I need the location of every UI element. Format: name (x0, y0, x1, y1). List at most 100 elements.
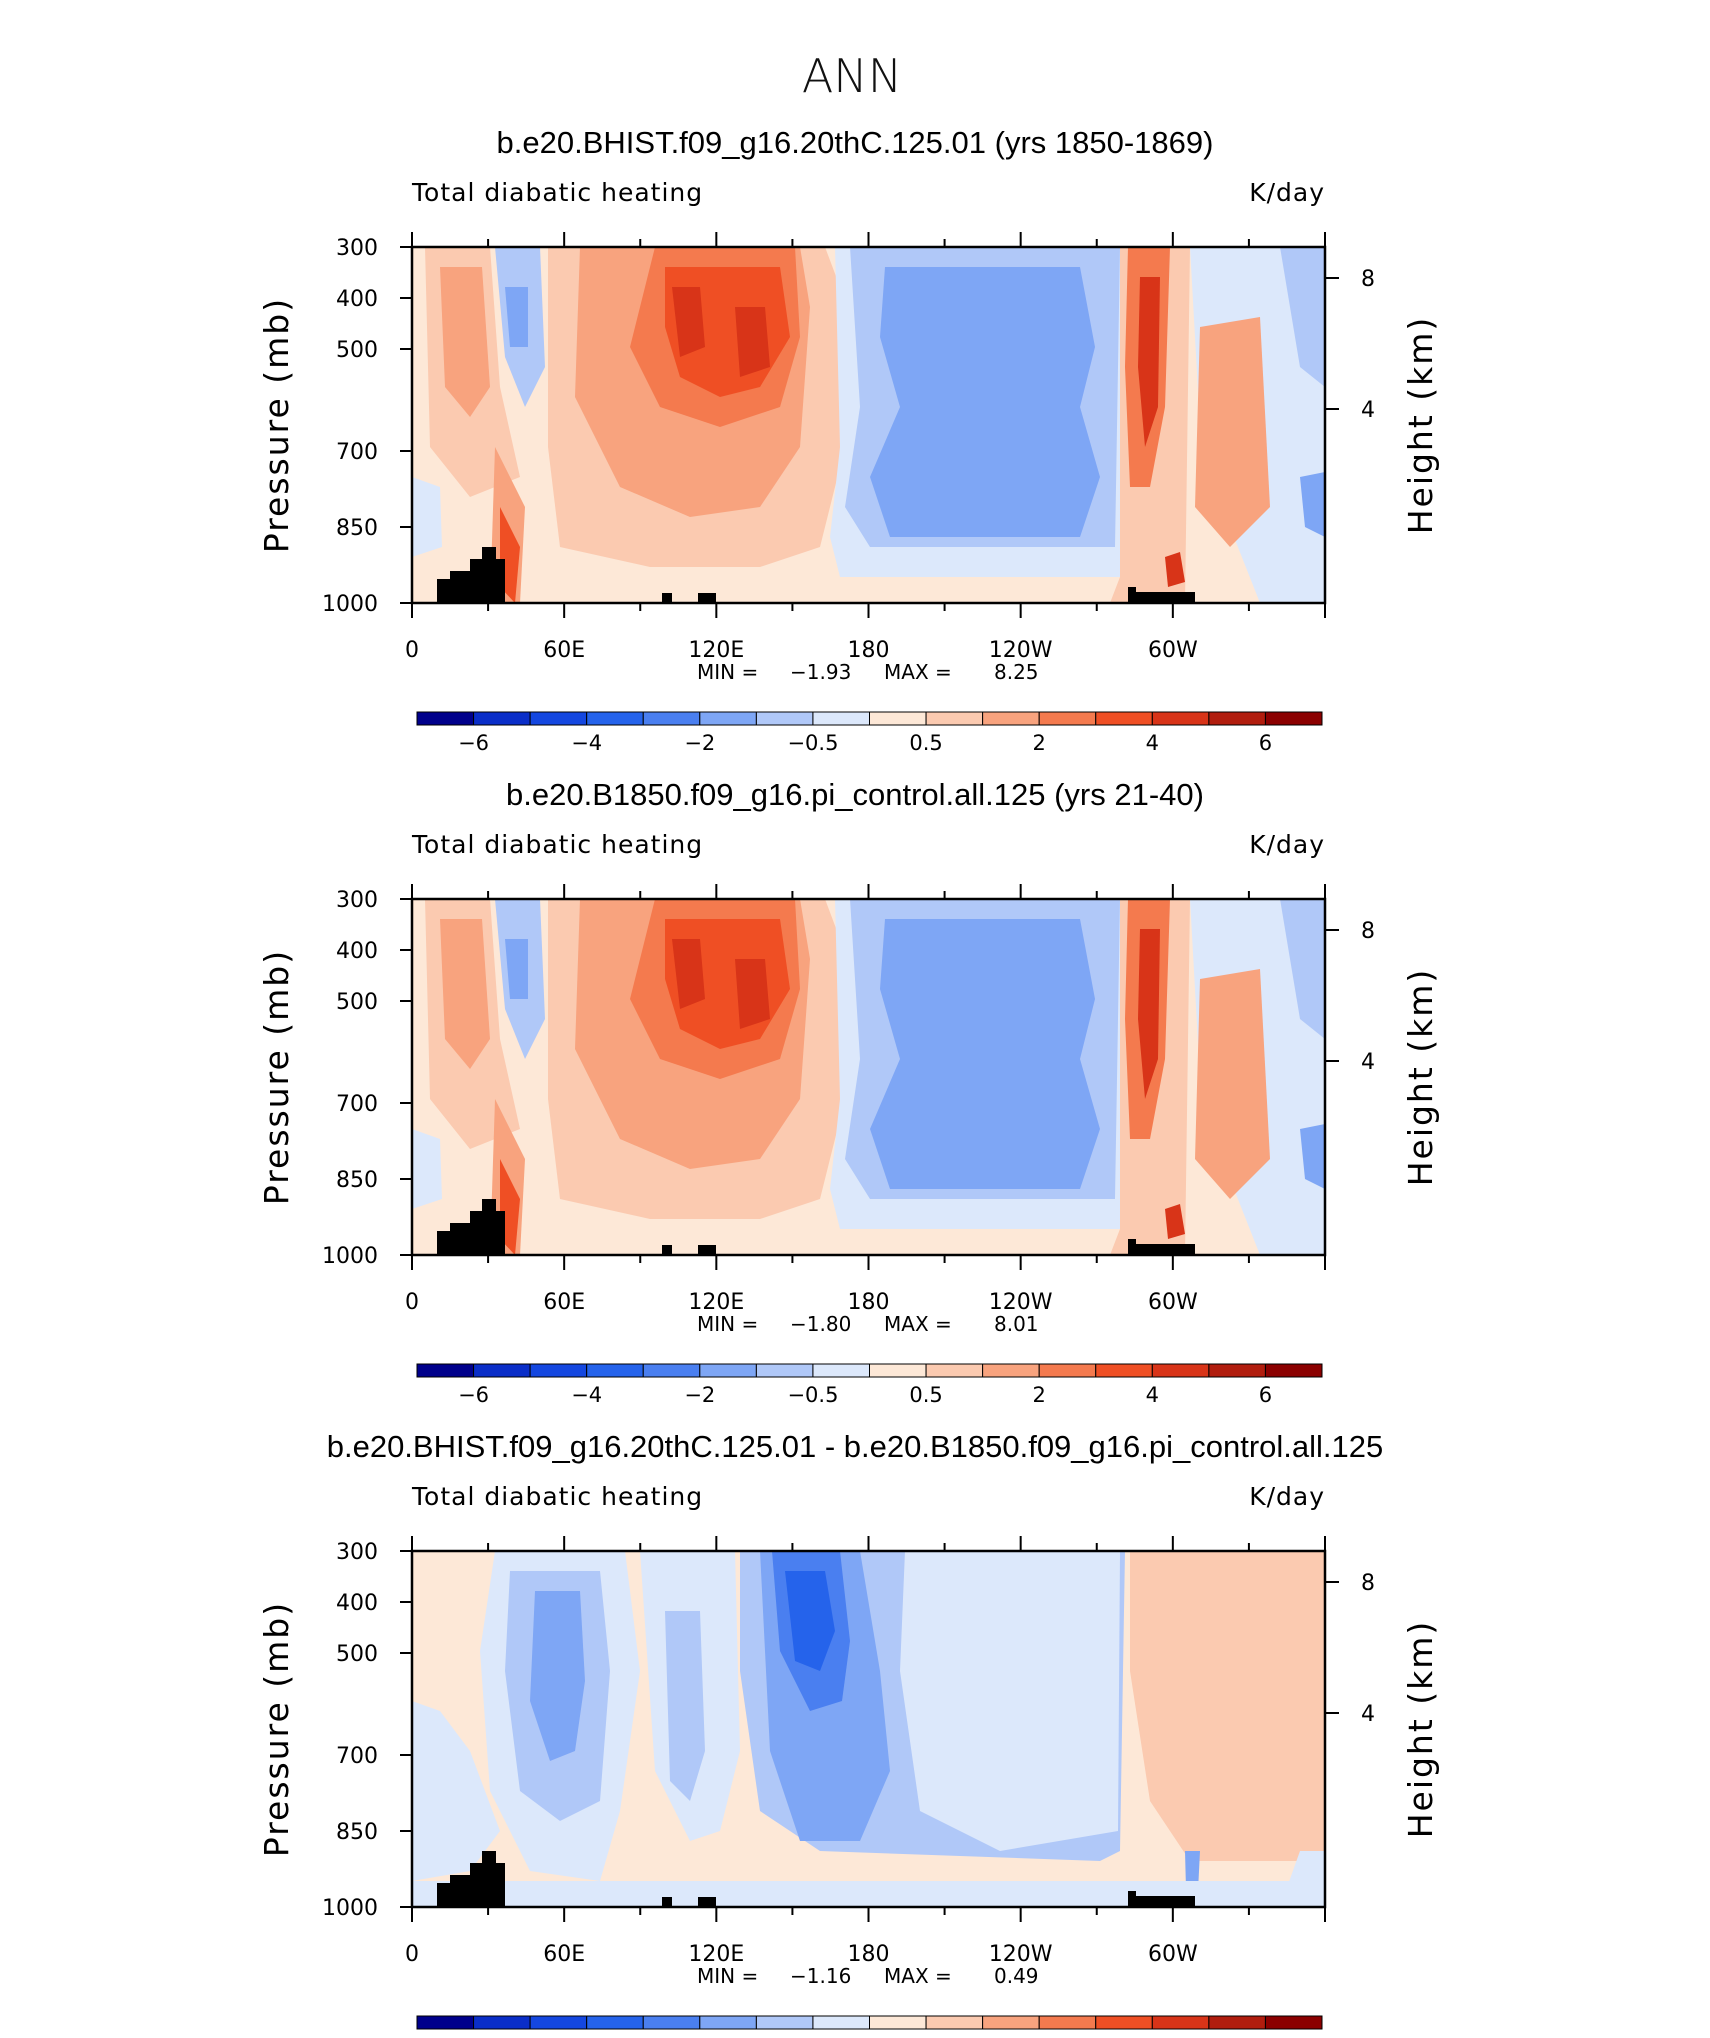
x-tick-label: 180 (848, 1290, 890, 1315)
x-tick-label: 120E (688, 638, 744, 663)
contour-region (440, 267, 490, 417)
y2-tick-label: 4 (1361, 398, 1375, 423)
colorbar-swatch (473, 1363, 531, 1378)
colorbar-label: −0.3 (731, 2035, 782, 2038)
y-tick-label: 1000 (322, 592, 378, 617)
colorbar-swatch (925, 2015, 984, 2030)
colorbar-swatch (1095, 2015, 1153, 2030)
contour-shapes (412, 899, 1325, 1255)
colorbar-swatch (812, 2015, 870, 2030)
y2-tick-label: 4 (1361, 1702, 1375, 1727)
topography-mask (437, 1851, 505, 1907)
contour-region (1130, 1551, 1325, 1861)
contour-region (1165, 552, 1185, 587)
y-axis-label: Pressure (mb) (257, 949, 296, 1205)
colorbar-swatch (586, 711, 644, 726)
colorbar-swatch (1095, 1363, 1153, 1378)
colorbar-swatch (529, 711, 588, 726)
panels-group: b.e20.BHIST.f09_g16.20thC.125.01 (yrs 18… (257, 125, 1440, 2038)
contour-field (412, 1551, 1325, 1907)
colorbar-swatch (699, 711, 757, 726)
colorbar-swatch (1208, 2015, 1266, 2030)
min-label: MIN = (697, 1312, 758, 1336)
colorbar-swatch (869, 711, 927, 726)
colorbar-swatch (755, 1363, 814, 1378)
contour-region (665, 1611, 705, 1801)
contour-field (412, 899, 1325, 1255)
topography-mask (1128, 587, 1195, 603)
contour-region (1300, 472, 1325, 537)
x-tick-label: 120W (989, 1290, 1053, 1315)
contour-region (440, 919, 490, 1069)
colorbar-swatch (473, 711, 531, 726)
max-label: MAX = (884, 1964, 952, 1988)
contour-region (530, 1591, 585, 1761)
colorbar-label: 2 (1033, 1383, 1046, 1407)
units-label: K/day (1249, 178, 1325, 207)
contour-region (735, 959, 770, 1029)
colorbar-swatch (1151, 711, 1210, 726)
y-tick-label: 850 (336, 1168, 378, 1193)
colorbar-label: 0.9 (1079, 2035, 1112, 2038)
colorbar-label: −4 (571, 731, 602, 755)
y2-tick-label: 8 (1361, 1571, 1375, 1596)
colorbar-swatch (755, 2015, 814, 2030)
min-label: MIN = (697, 660, 758, 684)
colorbar-swatch (869, 2015, 927, 2030)
contour-region (1195, 969, 1270, 1199)
colorbar-swatch (1151, 2015, 1210, 2030)
colorbar-swatch (642, 1363, 701, 1378)
colorbar-label: 4 (1146, 731, 1159, 755)
x-tick-label: 0 (405, 1290, 419, 1315)
contour-region (412, 477, 442, 557)
contour-region (672, 287, 705, 357)
colorbar-swatch (1038, 711, 1097, 726)
colorbar-label: −0.5 (787, 1383, 838, 1407)
colorbar-label: 2 (1033, 731, 1046, 755)
x-tick-label: 60W (1148, 638, 1198, 663)
colorbar-label: −6 (458, 731, 489, 755)
panel-title: b.e20.BHIST.f09_g16.20thC.125.01 - b.e20… (327, 1429, 1384, 1464)
y-tick-label: 850 (336, 1820, 378, 1845)
colorbar-swatch (1095, 711, 1153, 726)
contour-region (505, 287, 528, 347)
contour-region (870, 267, 1100, 537)
contour-region (412, 1881, 1325, 1907)
contour-region (412, 1129, 442, 1209)
colorbar-swatch (1151, 1363, 1210, 1378)
colorbar-swatch (982, 711, 1040, 726)
colorbar-swatch (529, 2015, 588, 2030)
x-tick-label: 0 (405, 1942, 419, 1967)
colorbar: −1.5 −0.9 −0.3 0 0.3 0.9 1.5 (416, 2015, 1323, 2038)
y-tick-label: 700 (336, 1092, 378, 1117)
contour-shapes (412, 247, 1325, 603)
colorbar-label: −2 (684, 1383, 715, 1407)
contour-region (1280, 247, 1325, 387)
y-tick-label: 1000 (322, 1896, 378, 1921)
y2-tick-label: 4 (1361, 1050, 1375, 1075)
x-tick-label: 180 (848, 638, 890, 663)
min-value: −1.16 (790, 1964, 851, 1988)
contour-region (1138, 277, 1160, 447)
y-axis-label: Pressure (mb) (257, 297, 296, 553)
colorbar-label: 0.5 (909, 1383, 942, 1407)
y2-axis-label: Height (km) (1401, 968, 1440, 1187)
topography-mask (662, 1245, 672, 1255)
y-tick-label: 300 (336, 236, 378, 261)
colorbar-swatch (1038, 2015, 1097, 2030)
x-tick-label: 60E (543, 1942, 585, 1967)
y-tick-label: 300 (336, 1540, 378, 1565)
colorbar-swatch (1208, 1363, 1266, 1378)
topography-mask (662, 593, 672, 603)
colorbar: −6 −4 −2 −0.5 0.5 2 4 6 (416, 1363, 1323, 1407)
y-tick-label: 400 (336, 1591, 378, 1616)
min-label: MIN = (697, 1964, 758, 1988)
y-tick-label: 500 (336, 338, 378, 363)
colorbar-swatch (586, 2015, 644, 2030)
panel-title: b.e20.BHIST.f09_g16.20thC.125.01 (yrs 18… (497, 125, 1214, 160)
topography-mask (698, 593, 716, 603)
colorbar-label: −0.9 (618, 2035, 669, 2038)
max-label: MAX = (884, 1312, 952, 1336)
colorbar-swatch (1264, 1363, 1323, 1378)
